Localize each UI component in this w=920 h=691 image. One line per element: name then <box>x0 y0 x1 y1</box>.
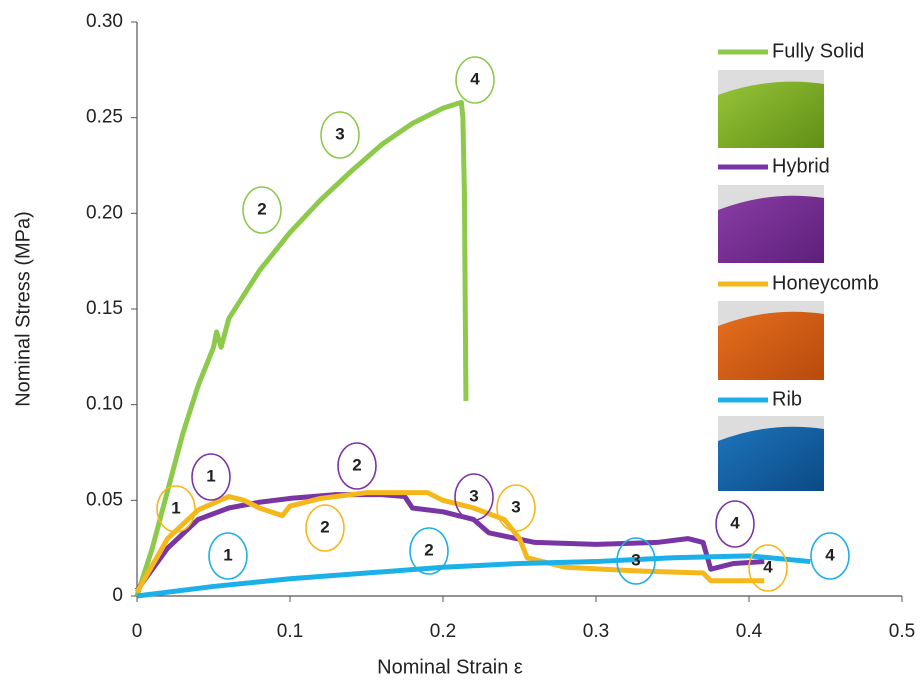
legend-label: Hybrid <box>772 155 830 177</box>
annotation-label: 2 <box>257 199 266 218</box>
y-tick-label: 0.15 <box>86 298 123 319</box>
x-axis-title: Nominal Strain ε <box>377 656 523 678</box>
x-tick-label: 0.4 <box>736 621 763 642</box>
legend-label: Fully Solid <box>772 40 864 62</box>
y-tick-label: 0.30 <box>86 11 123 32</box>
chart: Nominal Strain ε Nominal Stress (MPa) 00… <box>0 0 920 686</box>
y-tick-label: 0.25 <box>86 107 123 128</box>
annotation-label: 2 <box>424 540 433 559</box>
annotation-label: 1 <box>171 498 180 517</box>
annotation-label: 3 <box>335 124 344 143</box>
y-tick-label: 0.10 <box>86 394 123 415</box>
legend-label: Rib <box>772 388 802 410</box>
annotation-label: 1 <box>223 545 232 564</box>
x-tick-label: 0 <box>132 621 143 642</box>
y-tick-label: 0.05 <box>86 489 123 510</box>
x-tick-label: 0.5 <box>889 621 915 642</box>
annotation-label: 4 <box>470 69 480 88</box>
annotation-label: 4 <box>825 545 835 564</box>
annotation-label: 2 <box>320 517 329 536</box>
y-tick-label: 0.20 <box>86 202 123 223</box>
legend-label: Honeycomb <box>772 272 879 294</box>
annotation-label: 1 <box>206 466 215 485</box>
x-tick-label: 0.3 <box>583 621 609 642</box>
x-tick-label: 0.2 <box>430 621 456 642</box>
x-tick-label: 0.1 <box>277 621 303 642</box>
series-line <box>137 495 764 591</box>
annotation-label: 2 <box>352 455 361 474</box>
annotation-label: 3 <box>469 486 478 505</box>
annotation-label: 3 <box>511 497 520 516</box>
annotation-label: 4 <box>730 513 740 532</box>
annotation-label: 3 <box>631 550 640 569</box>
y-axis-title: Nominal Stress (MPa) <box>12 211 34 407</box>
y-tick-label: 0 <box>112 585 123 606</box>
annotation-label: 4 <box>763 557 773 576</box>
